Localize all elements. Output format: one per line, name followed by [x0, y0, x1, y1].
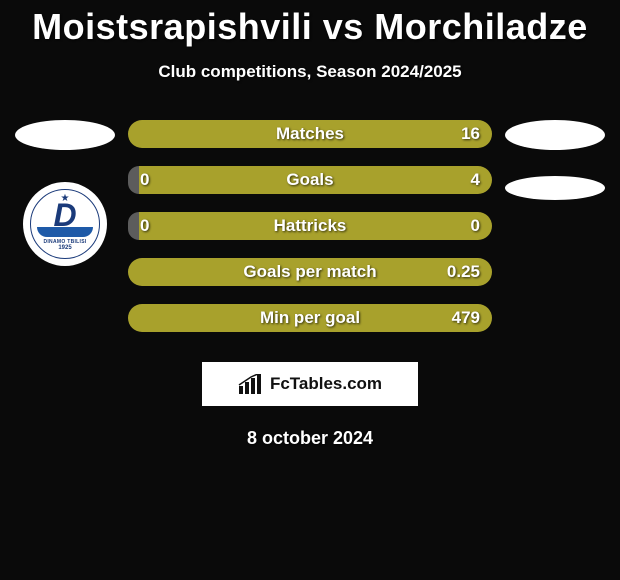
stat-right-value: 0.25: [447, 262, 480, 282]
right-club-silhouette: [505, 176, 605, 200]
stat-right-value: 4: [471, 170, 480, 190]
badge-star-icon: ★: [61, 193, 70, 204]
stat-left-value: 0: [140, 216, 149, 236]
stat-label: Matches: [276, 124, 344, 144]
left-player-col: ★ D DINAMO TBILISI 1925: [10, 120, 120, 266]
stat-bar: Goals per match 0.25: [128, 258, 492, 286]
stat-bars: Matches 16 0 Goals 4 0 Hattricks 0 Goals per mat…: [120, 120, 500, 332]
stat-bar: Matches 16: [128, 120, 492, 148]
comparison-row: ★ D DINAMO TBILISI 1925 Matches 16 0 Goals 4…: [0, 120, 620, 332]
right-player-silhouette: [505, 120, 605, 150]
stat-bar-left-seg: [128, 166, 139, 194]
brand-footer: FcTables.com: [202, 362, 418, 406]
page-title: Moistsrapishvili vs Morchiladze: [0, 6, 620, 48]
left-player-silhouette: [15, 120, 115, 150]
stat-label: Hattricks: [274, 216, 347, 236]
right-player-col: [500, 120, 610, 200]
date-label: 8 october 2024: [0, 428, 620, 449]
stat-bar: 0 Goals 4: [128, 166, 492, 194]
stat-left-value: 0: [140, 170, 149, 190]
badge-wave-icon: [37, 227, 93, 237]
subtitle: Club competitions, Season 2024/2025: [0, 62, 620, 82]
badge-year: 1925: [58, 245, 71, 251]
stat-right-value: 0: [471, 216, 480, 236]
stat-bar-left-seg: [128, 212, 139, 240]
stat-right-value: 16: [461, 124, 480, 144]
stat-label: Goals per match: [243, 262, 376, 282]
stat-bar: 0 Hattricks 0: [128, 212, 492, 240]
stat-bar: Min per goal 479: [128, 304, 492, 332]
stat-label: Min per goal: [260, 308, 360, 328]
brand-text: FcTables.com: [270, 374, 382, 394]
left-club-badge: ★ D DINAMO TBILISI 1925: [23, 182, 107, 266]
stat-label: Goals: [286, 170, 333, 190]
stat-right-value: 479: [452, 308, 480, 328]
bar-chart-icon: [238, 374, 264, 394]
